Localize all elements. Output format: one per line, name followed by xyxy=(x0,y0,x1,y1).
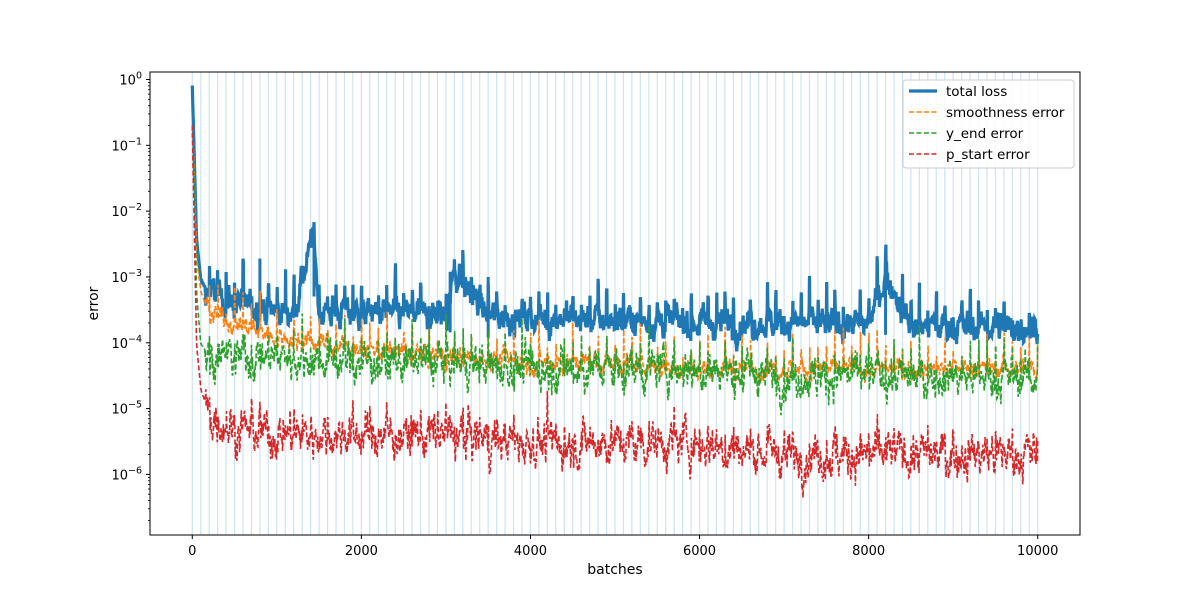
y-tick-label: 10−3 xyxy=(111,268,142,286)
y-axis: 100 10−1 10−2 10−3 10−4 10−5 10−6 xyxy=(111,70,150,521)
series-line-y-end-error xyxy=(191,125,1039,416)
x-tick-label: 6000 xyxy=(683,544,716,559)
x-axis: 0 2000 4000 6000 8000 10000 xyxy=(188,535,1058,559)
y-tick-label: 10−2 xyxy=(111,202,142,220)
series-line-total-loss xyxy=(190,85,1040,352)
x-axis-label: batches xyxy=(587,562,642,578)
series-line-smoothness-error xyxy=(191,126,1039,386)
x-tick-label: 2000 xyxy=(345,544,378,559)
x-tick-label: 10000 xyxy=(1017,544,1058,559)
series-line-p-start-error xyxy=(191,125,1039,498)
x-tick-label: 4000 xyxy=(514,544,547,559)
legend-box xyxy=(902,79,1075,169)
legend-label: p_start error xyxy=(946,147,1030,163)
y-tick-label: 100 xyxy=(119,70,142,88)
legend-label: total loss xyxy=(946,84,1007,100)
x-tick-label: 8000 xyxy=(852,544,885,559)
y-axis-label: error xyxy=(86,286,102,320)
y-tick-label: 10−1 xyxy=(111,136,142,154)
legend: total loss smoothness error y_end error p_s… xyxy=(902,79,1075,169)
y-tick-label: 10−4 xyxy=(111,334,142,352)
y-tick-label: 10−5 xyxy=(111,400,142,418)
x-tick-label: 0 xyxy=(188,544,196,559)
series-layer xyxy=(190,85,1040,498)
legend-label: y_end error xyxy=(946,126,1024,142)
y-tick-label: 10−6 xyxy=(111,465,142,483)
legend-label: smoothness error xyxy=(946,105,1065,121)
